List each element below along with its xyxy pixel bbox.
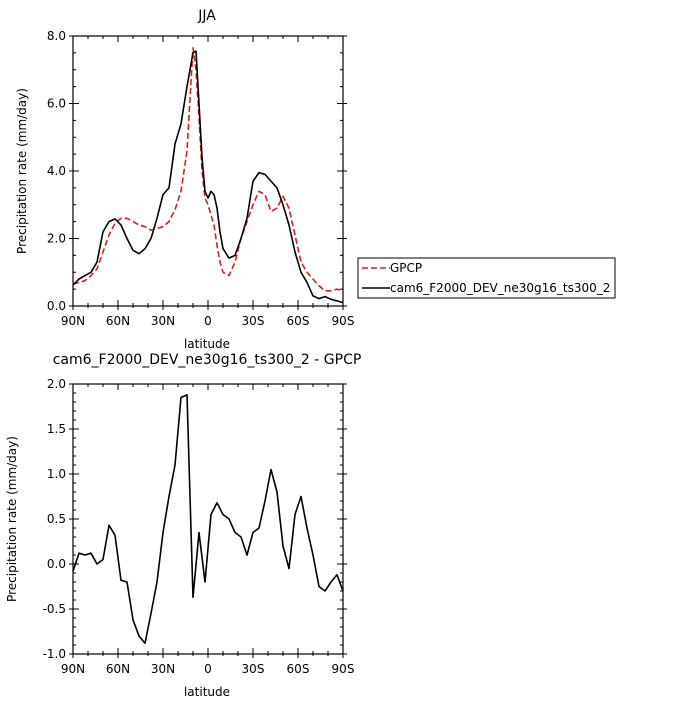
panel-diff-ticks: 90N 60N 30N 0 30S 60S 90S -1.0 -0.5 0.0 0.5 1.0 1.5 2… — [43, 377, 355, 676]
panel-diff-series — [72, 393, 344, 645]
panel-jja-ytick-label: 8.0 — [47, 29, 66, 43]
panel-jja-series-line-0 — [72, 46, 344, 292]
legend-label-gpcp: GPCP — [390, 261, 422, 275]
panel-diff-xtick-label: 90N — [61, 662, 85, 676]
panel-diff-xtick-label: 0 — [204, 662, 212, 676]
panel-jja-xtick-label: 30N — [151, 314, 175, 328]
panel-diff: cam6_F2000_DEV_ne30g16_ts300_2 - GPCP 90… — [5, 352, 361, 699]
panel-diff-frame — [72, 383, 344, 655]
panel-jja-series-line-1 — [72, 50, 344, 304]
panel-jja: JJA 90N 60N 30N 0 30S 60S 90S 0.0 2.0 4.0 6.0 8.0 l… — [15, 8, 616, 351]
panel-jja-xtick-label: 60S — [287, 314, 310, 328]
panel-jja-title: JJA — [197, 8, 216, 24]
panel-diff-xtick-label: 60N — [106, 662, 130, 676]
legend: GPCP cam6_F2000_DEV_ne30g16_ts300_2 — [357, 257, 616, 299]
panel-jja-ticks: 90N 60N 30N 0 30S 60S 90S 0.0 2.0 4.0 6.0 8.0 — [47, 29, 355, 328]
panel-jja-series — [72, 46, 344, 304]
panel-diff-xtick-label: 30N — [151, 662, 175, 676]
panel-jja-ylabel: Precipitation rate (mm/day) — [15, 88, 29, 254]
panel-diff-ytick-label: 2.0 — [47, 377, 66, 391]
panel-jja-ytick-label: 2.0 — [47, 232, 66, 246]
panel-jja-xtick-label: 30S — [242, 314, 265, 328]
legend-label-model: cam6_F2000_DEV_ne30g16_ts300_2 — [390, 281, 610, 295]
panel-jja-ytick-label: 0.0 — [47, 299, 66, 313]
panel-diff-xtick-label: 90S — [332, 662, 355, 676]
panel-jja-xtick-label: 0 — [204, 314, 212, 328]
panel-diff-title: cam6_F2000_DEV_ne30g16_ts300_2 - GPCP — [53, 352, 362, 368]
panel-diff-ytick-label: 1.5 — [47, 422, 66, 436]
panel-jja-xlabel: latitude — [184, 337, 230, 351]
panel-diff-xtick-label: 30S — [242, 662, 265, 676]
legend-box — [357, 257, 616, 299]
panel-jja-ytick-label: 4.0 — [47, 164, 66, 178]
panel-diff-ytick-label: 0.5 — [47, 512, 66, 526]
panel-diff-ylabel: Precipitation rate (mm/day) — [5, 436, 19, 602]
panel-jja-ytick-label: 6.0 — [47, 97, 66, 111]
panel-diff-ytick-label: -1.0 — [43, 647, 66, 661]
panel-diff-ytick-label: 1.0 — [47, 467, 66, 481]
panel-diff-ytick-label: 0.0 — [47, 557, 66, 571]
panel-diff-xlabel: latitude — [184, 685, 230, 699]
panel-jja-xtick-label: 60N — [106, 314, 130, 328]
panel-diff-series-line-0 — [72, 393, 344, 645]
panel-jja-xtick-label: 90S — [332, 314, 355, 328]
panel-jja-xtick-label: 90N — [61, 314, 85, 328]
panel-diff-xtick-label: 60S — [287, 662, 310, 676]
panel-diff-ytick-label: -0.5 — [43, 602, 66, 616]
